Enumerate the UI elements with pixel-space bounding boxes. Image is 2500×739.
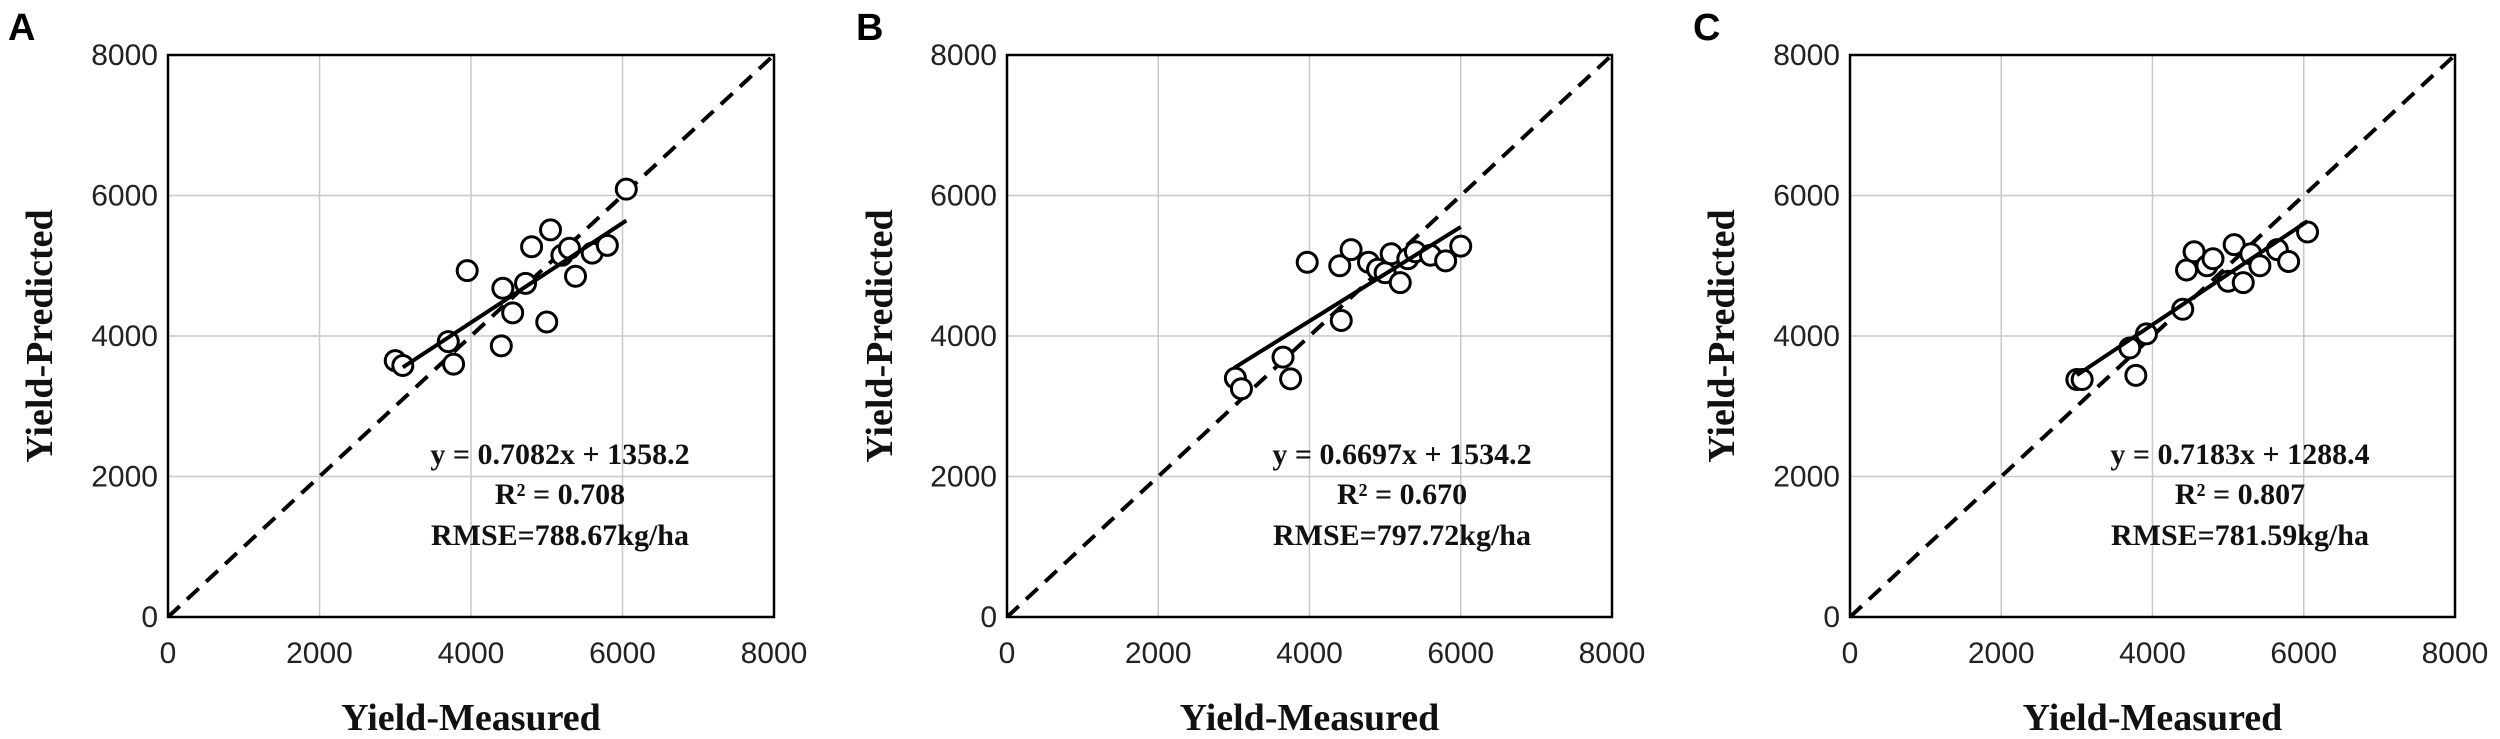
data-point	[1339, 238, 1363, 262]
x-axis-title: Yield-Measured	[2023, 697, 2283, 739]
x-tick-label: 2000	[1125, 637, 1192, 670]
y-tick-label: 2000	[930, 461, 997, 494]
regression-line	[2075, 219, 2309, 377]
data-point	[1328, 254, 1352, 278]
x-tick-label: 6000	[2270, 637, 2337, 670]
plot-frame	[1005, 53, 1614, 619]
fit-annotation: R² = 0.708	[495, 478, 625, 511]
data-point	[1229, 377, 1253, 401]
data-point	[1329, 309, 1353, 333]
y-tick-label: 6000	[1773, 180, 1840, 213]
regression-line	[401, 218, 628, 370]
x-tick-label: 8000	[741, 637, 808, 670]
x-tick-label: 4000	[2119, 637, 2186, 670]
data-point	[436, 330, 460, 354]
data-point	[501, 301, 525, 325]
y-tick-label: 2000	[1773, 461, 1840, 494]
x-tick-label: 0	[999, 637, 1016, 670]
fit-annotation: R² = 0.670	[1337, 478, 1467, 511]
y-tick-label: 0	[980, 601, 997, 634]
x-tick-label: 8000	[1579, 637, 1646, 670]
data-point	[1295, 250, 1319, 274]
x-tick-label: 2000	[286, 637, 353, 670]
x-tick-label: 0	[160, 637, 177, 670]
data-point	[1388, 271, 1412, 295]
y-tick-label: 6000	[930, 180, 997, 213]
data-point	[614, 177, 638, 201]
x-tick-label: 6000	[589, 637, 656, 670]
data-point	[1279, 367, 1303, 391]
data-point	[1449, 234, 1473, 258]
one-to-one-line	[166, 53, 776, 619]
x-tick-label: 6000	[1427, 637, 1494, 670]
y-tick-label: 6000	[91, 180, 158, 213]
one-to-one-line	[1848, 53, 2457, 619]
y-tick-label: 8000	[1773, 39, 1840, 72]
y-axis-title: Yield-Predicted	[1701, 209, 1743, 462]
x-tick-label: 0	[1842, 637, 1859, 670]
panel-a: A 0 2000 4000 6000 8000 0 2000 4000 6000 8000 Yield…	[8, 7, 807, 739]
data-point	[2277, 250, 2301, 274]
data-point	[2248, 254, 2272, 278]
data-point	[1434, 249, 1458, 273]
fit-annotation: RMSE=788.67kg/ha	[431, 519, 689, 552]
data-point	[535, 310, 559, 334]
x-tick-label: 4000	[1276, 637, 1343, 670]
data-point	[489, 334, 513, 358]
fit-annotation: RMSE=797.72kg/ha	[1273, 519, 1531, 552]
y-axis-title: Yield-Predicted	[859, 209, 901, 462]
y-tick-label: 4000	[1773, 320, 1840, 353]
y-tick-label: 2000	[91, 461, 158, 494]
one-to-one-line	[1005, 53, 1614, 619]
y-tick-label: 4000	[930, 320, 997, 353]
plot-frame	[166, 53, 776, 619]
data-point	[1271, 345, 1295, 369]
y-tick-label: 0	[141, 601, 158, 634]
y-tick-label: 4000	[91, 320, 158, 353]
y-axis-title: Yield-Predicted	[19, 209, 61, 462]
y-tick-label: 0	[1823, 601, 1840, 634]
fit-annotation: y = 0.6697x + 1534.2	[1272, 438, 1531, 471]
x-axis-title: Yield-Measured	[1180, 697, 1440, 739]
y-tick-label: 8000	[930, 39, 997, 72]
regression-line	[1232, 225, 1462, 370]
data-point	[539, 218, 563, 242]
data-point	[520, 235, 544, 259]
x-axis-title: Yield-Measured	[341, 697, 601, 739]
fit-annotation: R² = 0.807	[2175, 478, 2305, 511]
data-point	[564, 264, 588, 288]
panel-b: B 0 2000 4000 6000 8000 0 2000 4000 6000 8000 Yield…	[856, 7, 1645, 739]
panel-c: C 0 2000 4000 6000 8000 0 2000 4000 6000 8000 Yield…	[1693, 7, 2488, 739]
panel-letter: B	[856, 7, 883, 49]
plot-frame	[1848, 53, 2457, 619]
data-point	[442, 352, 466, 376]
fit-annotation: y = 0.7183x + 1288.4	[2110, 438, 2369, 471]
data-point	[491, 276, 515, 300]
data-point	[2124, 363, 2148, 387]
x-tick-label: 4000	[438, 637, 505, 670]
x-tick-label: 2000	[1968, 637, 2035, 670]
fit-annotation: y = 0.7082x + 1358.2	[430, 438, 689, 471]
data-point	[455, 259, 479, 283]
panel-letter: C	[1693, 7, 1720, 49]
x-tick-label: 8000	[2422, 637, 2489, 670]
fit-annotation: RMSE=781.59kg/ha	[2111, 519, 2369, 552]
y-tick-label: 8000	[91, 39, 158, 72]
panel-letter: A	[8, 7, 35, 49]
data-point	[2201, 247, 2225, 271]
data-point	[2231, 271, 2255, 295]
